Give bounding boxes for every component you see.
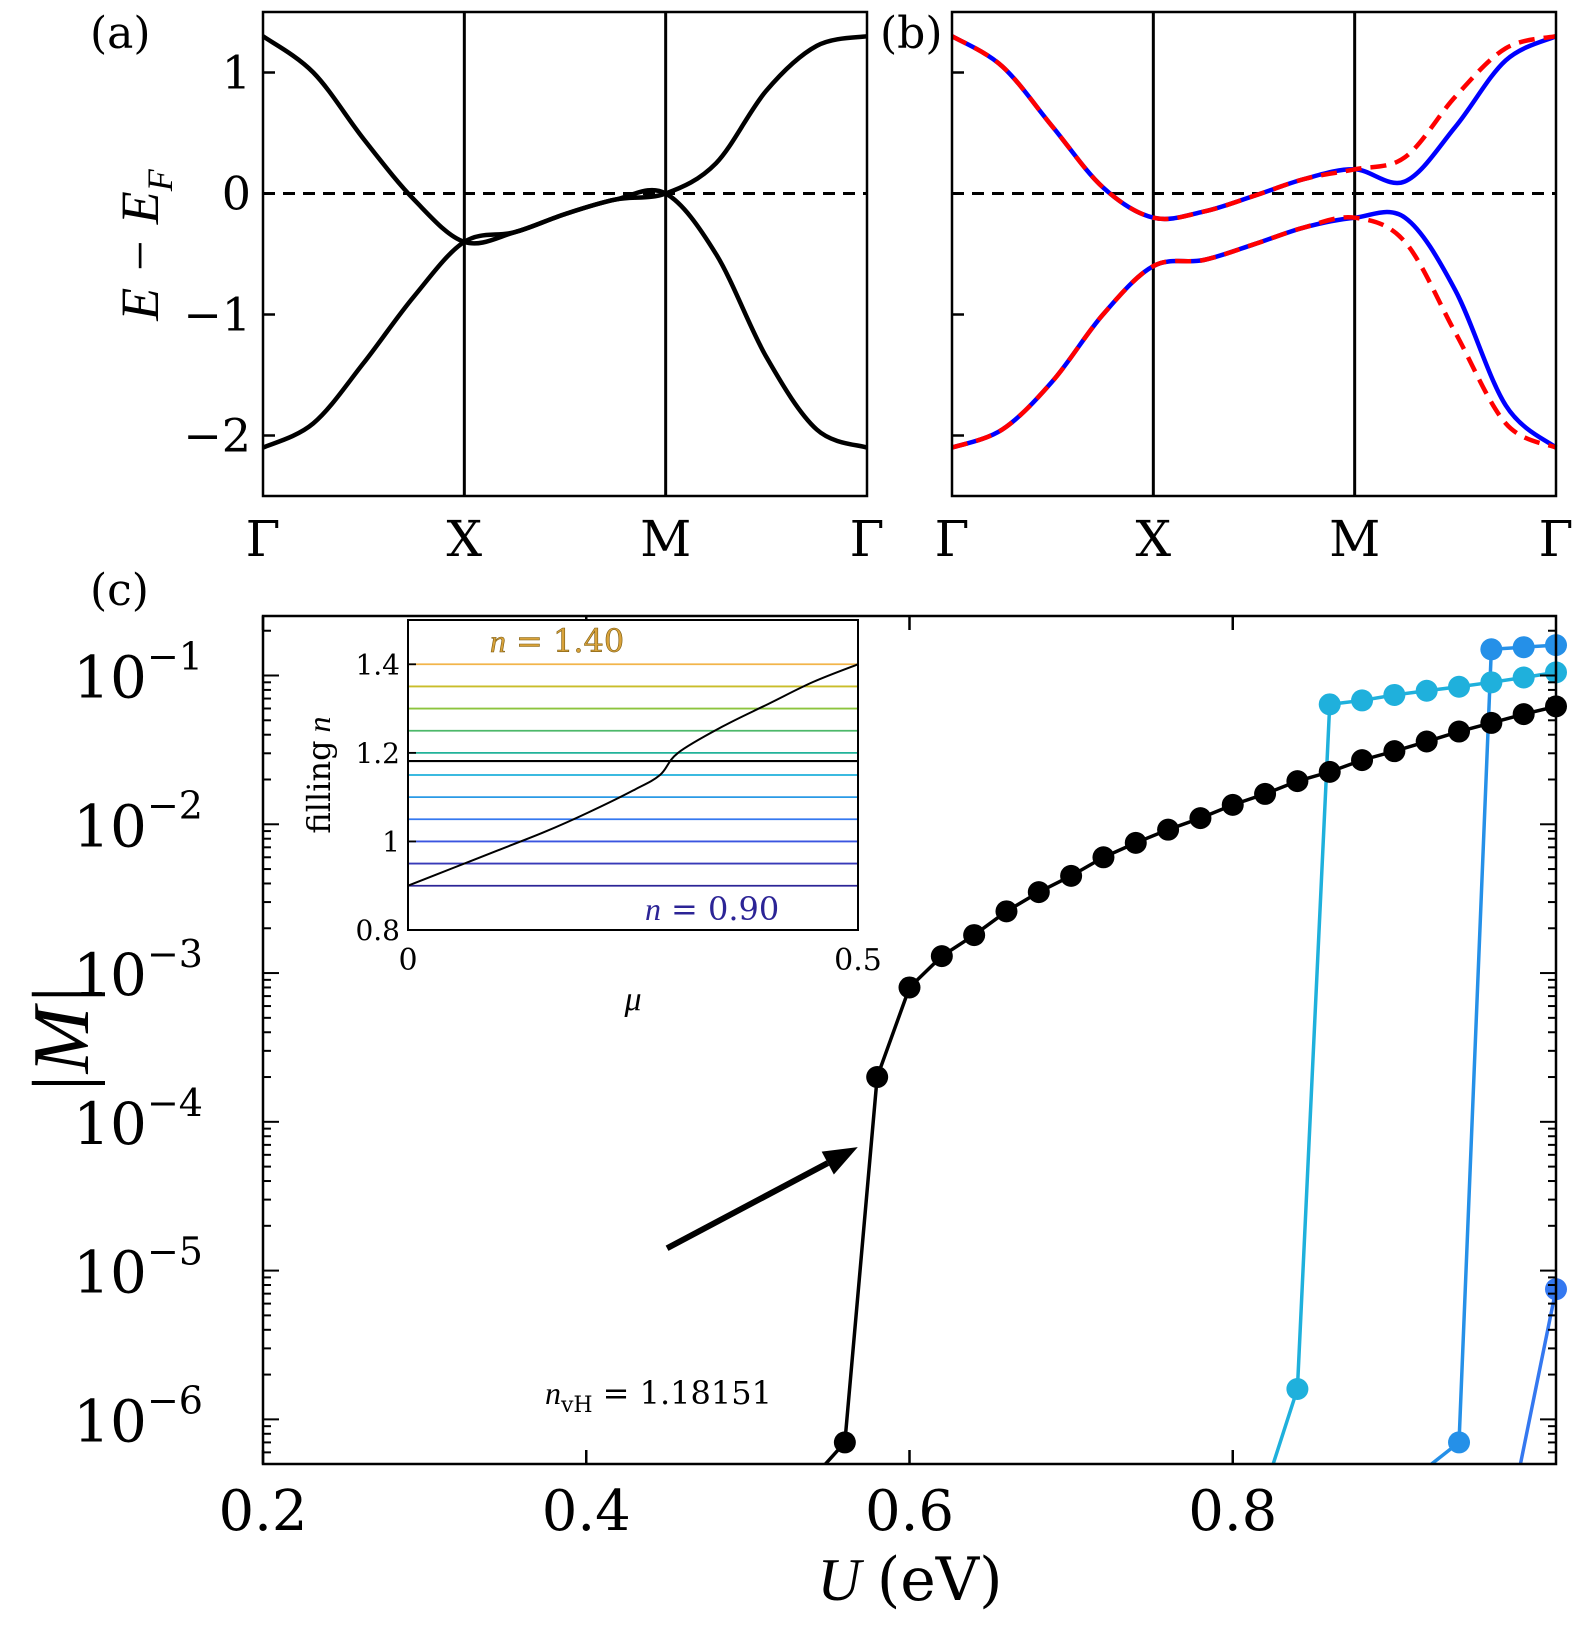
inset: 1.41.210.80 0.5 n = 1.40 n = 0.90 fillingn …: [300, 619, 882, 1018]
k-label: Γ: [1539, 510, 1574, 568]
annotation-arrow-shaft: [665, 1160, 830, 1251]
y-tick-label: −1: [183, 288, 251, 342]
inset-y-tick-label: 1: [382, 825, 400, 858]
data-point: [898, 976, 921, 999]
data-point: [1480, 711, 1503, 734]
inset-y-tick-label: 1.2: [355, 737, 400, 770]
data-point: [1286, 1378, 1309, 1401]
series-line-1: [1271, 670, 1556, 1464]
panel-label-b: (b): [880, 8, 943, 59]
data-point: [1480, 671, 1503, 694]
data-point: [1512, 666, 1535, 689]
data-point: [930, 945, 953, 968]
k-label: X: [447, 510, 483, 568]
data-point: [866, 1066, 889, 1089]
y-tick-label: 10−5: [73, 1230, 203, 1307]
data-point: [833, 1431, 856, 1454]
annotation: nvH = 1.18151: [545, 1147, 858, 1418]
x-tick-label: 0.2: [218, 1479, 307, 1544]
inset-x-title: μ: [623, 981, 641, 1018]
panel-label-a: (a): [90, 8, 151, 59]
inset-plot-area: [407, 619, 859, 931]
k-label: Γ: [246, 510, 281, 568]
band-upper-red: [950, 33, 1557, 222]
band-lower-blue: [951, 209, 1558, 450]
y-tick-label: 10−1: [73, 635, 203, 712]
data-point: [1512, 636, 1535, 659]
data-point: [1480, 638, 1503, 661]
data-point: [1415, 679, 1438, 702]
data-point: [1286, 770, 1309, 793]
k-label: X: [1136, 510, 1172, 568]
data-point: [1448, 720, 1471, 743]
band-lower-red: [951, 214, 1557, 450]
data-point: [1383, 740, 1406, 763]
plot-area-b: [950, 10, 1558, 498]
inset-top-label: n = 1.40: [490, 622, 624, 660]
k-label: M: [1329, 510, 1380, 568]
plot-area-a: [261, 10, 869, 498]
y-tick-label: −2: [183, 409, 251, 463]
data-point: [1060, 864, 1083, 887]
panel-label-c: (c): [90, 565, 149, 616]
y-tick-label: 1: [222, 46, 251, 100]
data-point: [995, 900, 1018, 923]
x-tick-label: 0.4: [542, 1479, 631, 1544]
data-point: [1383, 683, 1406, 706]
data-point: [1254, 782, 1277, 805]
y-tick-label: 10−2: [73, 783, 203, 860]
data-point: [1318, 760, 1341, 783]
band-upper-blue: [950, 34, 1557, 222]
data-point: [1415, 730, 1438, 753]
inset-bottom-label: n = 0.90: [645, 890, 779, 928]
k-label: M: [640, 510, 691, 568]
k-label: Γ: [935, 510, 970, 568]
inset-y-tick-label: 1.4: [355, 648, 400, 681]
inset-x-tick-label: 0: [398, 943, 417, 978]
inset-x-tick-label: 0.5: [834, 943, 882, 978]
annotation-text: nvH = 1.18151: [545, 1374, 772, 1418]
x-tick-label: 0.6: [865, 1479, 954, 1544]
data-point: [1221, 793, 1244, 816]
annotation-arrow-head: [821, 1147, 858, 1175]
y-tick-label: 0: [222, 167, 251, 221]
data-point: [1318, 693, 1341, 716]
data-point: [1512, 703, 1535, 726]
y-tick-label: 10−6: [73, 1378, 203, 1455]
data-point: [963, 924, 986, 947]
data-point: [1157, 818, 1180, 841]
data-point: [1448, 675, 1471, 698]
inset-y-tick-label: 0.8: [355, 914, 400, 947]
data-point: [1189, 807, 1212, 830]
panel-a: 1 0 −1 −2 Γ X M Γ E − EF: [110, 10, 885, 568]
series-line-2: [1430, 643, 1556, 1464]
data-point: [1027, 881, 1050, 904]
x-tick-label: 0.8: [1188, 1479, 1277, 1544]
data-point: [1448, 1431, 1471, 1454]
data-point: [1351, 749, 1374, 772]
x-axis-title-c: U (eV): [818, 1545, 1003, 1615]
filling-curve: [407, 663, 859, 887]
inset-y-title: fillingn: [300, 716, 338, 833]
band-lower: [262, 187, 868, 450]
y-axis-title-c: |M|: [18, 985, 106, 1096]
y-axis-title-a: E − EF: [110, 168, 180, 321]
series-line-3: [1518, 1288, 1556, 1464]
data-point: [1092, 846, 1115, 869]
k-label: Γ: [850, 510, 885, 568]
data-point: [1351, 689, 1374, 712]
data-point: [1124, 831, 1147, 854]
panel-c: 0.2 0.4 0.6 0.810−110−210−310−410−510−6 |M|…: [18, 614, 1567, 1615]
